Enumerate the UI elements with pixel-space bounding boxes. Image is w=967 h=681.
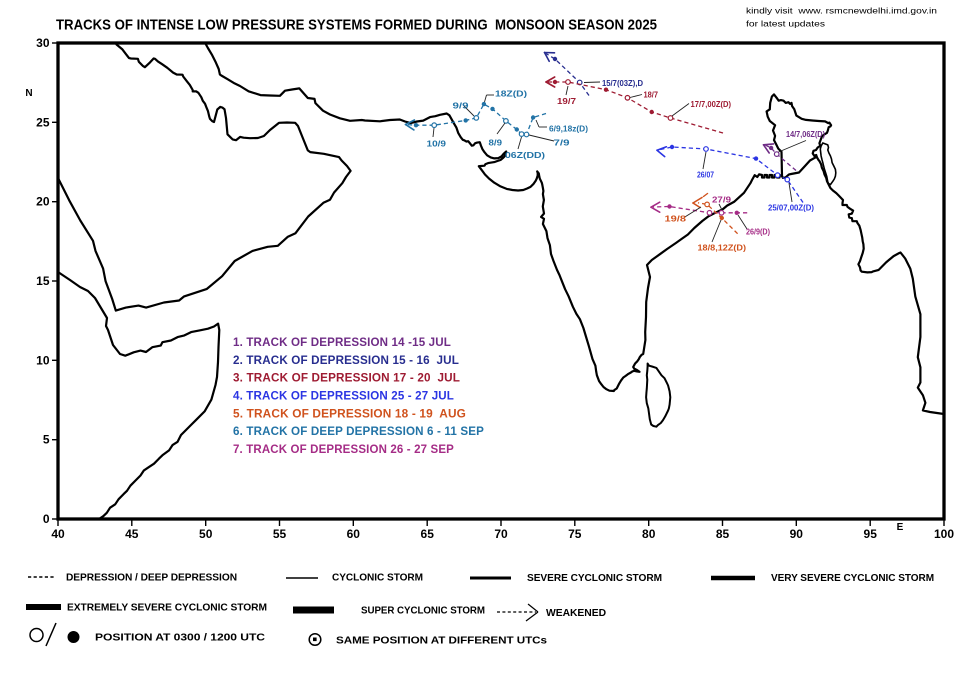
svg-text:20: 20: [36, 195, 50, 209]
svg-text:SEVERE CYCLONIC STORM: SEVERE CYCLONIC STORM: [527, 573, 662, 584]
svg-text:55: 55: [273, 527, 287, 541]
svg-text:19/8: 19/8: [665, 215, 687, 224]
svg-text:50: 50: [199, 527, 213, 541]
svg-text:18Z(D): 18Z(D): [495, 90, 527, 99]
svg-text:75: 75: [568, 527, 582, 541]
svg-text:100: 100: [934, 527, 954, 541]
svg-text:30: 30: [36, 36, 50, 50]
svg-text:WEAKENED: WEAKENED: [546, 608, 606, 619]
svg-text:E: E: [897, 522, 904, 533]
svg-text:70: 70: [494, 527, 508, 541]
svg-text:06Z(DD): 06Z(DD): [505, 151, 545, 160]
svg-text:kindly visit www. rsmcnewdelh: kindly visit www. rsmcnewdelhi.imd.gov.i…: [746, 6, 937, 16]
svg-text:5. TRACK OF DEPRESSION 18 - 19: 5. TRACK OF DEPRESSION 18 - 19 AUG: [233, 407, 466, 420]
svg-text:26/07: 26/07: [697, 171, 714, 180]
svg-text:26/9(D): 26/9(D): [746, 228, 770, 237]
svg-text:18/8,12Z(D): 18/8,12Z(D): [698, 244, 747, 253]
svg-text:EXTREMELY SEVERE CYCLONIC STOR: EXTREMELY SEVERE CYCLONIC STORM: [67, 603, 267, 614]
svg-text:CYCLONIC STORM: CYCLONIC STORM: [332, 573, 423, 584]
svg-text:25/07,00Z(D): 25/07,00Z(D): [768, 204, 814, 213]
svg-text:DEPRESSION / DEEP DEPRESSION: DEPRESSION / DEEP DEPRESSION: [66, 573, 237, 584]
svg-text:5: 5: [43, 433, 50, 447]
svg-text:TRACKS OF INTENSE LOW PRESSURE: TRACKS OF INTENSE LOW PRESSURE SYSTEMS F…: [56, 18, 657, 34]
svg-text:N: N: [25, 88, 32, 99]
svg-text:8/9: 8/9: [489, 139, 503, 148]
svg-text:60: 60: [347, 527, 361, 541]
svg-text:10/9: 10/9: [427, 140, 447, 149]
svg-text:15/7(03Z),D: 15/7(03Z),D: [602, 79, 643, 88]
svg-text:4. TRACK OF DEPRESSION 25 - 27: 4. TRACK OF DEPRESSION 25 - 27 JUL: [233, 390, 454, 403]
svg-text:for latest updates: for latest updates: [746, 19, 825, 29]
svg-text:25: 25: [36, 115, 50, 129]
svg-text:6. TRACK OF DEEP DEPRESSION 6: 6. TRACK OF DEEP DEPRESSION 6 - 11 SEP: [233, 425, 484, 438]
svg-text:10: 10: [36, 353, 50, 367]
svg-text:3. TRACK OF DEPRESSION 17 - 20: 3. TRACK OF DEPRESSION 17 - 20 JUL: [233, 372, 460, 385]
svg-text:SUPER CYCLONIC STORM: SUPER CYCLONIC STORM: [361, 606, 485, 617]
svg-text:15: 15: [36, 274, 50, 288]
svg-text:0: 0: [43, 512, 50, 526]
svg-text:1. TRACK OF DEPRESSION 14 -15: 1. TRACK OF DEPRESSION 14 -15 JUL: [233, 336, 451, 349]
svg-text:85: 85: [716, 527, 730, 541]
svg-text:90: 90: [790, 527, 804, 541]
svg-text:17/7,00Z(D): 17/7,00Z(D): [691, 100, 732, 109]
svg-text:7/9: 7/9: [554, 139, 571, 148]
svg-text:POSITION AT 0300 / 1200 UTC: POSITION AT 0300 / 1200 UTC: [95, 633, 266, 644]
svg-text:9/9: 9/9: [453, 102, 470, 111]
svg-text:6/9,18z(D): 6/9,18z(D): [549, 125, 588, 134]
svg-text:18/7: 18/7: [644, 91, 659, 100]
svg-text:65: 65: [421, 527, 435, 541]
svg-text:14/7,06Z(D): 14/7,06Z(D): [786, 130, 825, 139]
svg-text:27/9: 27/9: [712, 196, 732, 205]
svg-text:VERY SEVERE CYCLONIC STORM: VERY SEVERE CYCLONIC STORM: [771, 573, 934, 584]
svg-text:7. TRACK OF DEPRESSION 26 - 27: 7. TRACK OF DEPRESSION 26 - 27 SEP: [233, 443, 454, 456]
svg-text:SAME POSITION AT DIFFERENT UTC: SAME POSITION AT DIFFERENT UTCs: [336, 636, 547, 647]
svg-text:19/7: 19/7: [557, 97, 577, 106]
svg-text:2. TRACK OF DEPRESSION 15 - 16: 2. TRACK OF DEPRESSION 15 - 16 JUL: [233, 354, 459, 367]
svg-text:45: 45: [125, 527, 139, 541]
svg-text:80: 80: [642, 527, 656, 541]
svg-text:95: 95: [864, 527, 878, 541]
svg-text:40: 40: [51, 527, 65, 541]
